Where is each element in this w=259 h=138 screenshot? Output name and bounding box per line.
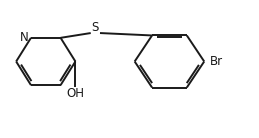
Text: S: S	[92, 21, 99, 34]
Text: N: N	[20, 31, 29, 44]
Text: OH: OH	[66, 87, 84, 100]
Text: Br: Br	[210, 55, 223, 68]
